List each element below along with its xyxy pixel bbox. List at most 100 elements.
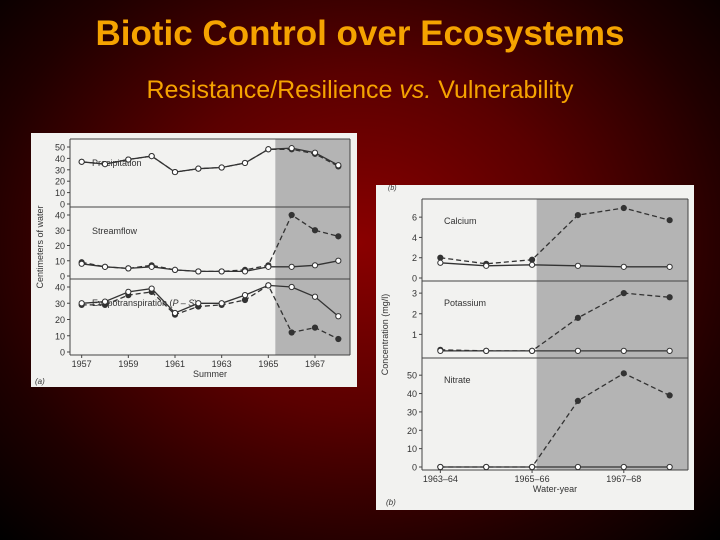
chart-a-series-dashed-line: [81, 284, 339, 340]
chart-b-point-filled: [620, 204, 627, 212]
chart-b-point-open: [437, 259, 444, 266]
chart-a-y-tick-label: 0: [60, 348, 65, 358]
chart-b-y-tick-label: 40: [407, 389, 417, 399]
chart-b-point-open: [483, 347, 490, 354]
chart-b-point-open: [574, 347, 582, 354]
chart-a-x-tick-label: 1961: [165, 359, 185, 369]
chart-a-point-open: [148, 153, 155, 160]
chart-a-y-axis-label: Centimeters of water: [35, 205, 45, 288]
chart-a-shaded-region: [275, 139, 350, 355]
chart-a-point-open: [171, 168, 179, 176]
chart-a-point-filled: [311, 324, 319, 331]
chart-a-point-open: [78, 158, 85, 165]
chart-a-point-open: [265, 282, 272, 289]
chart-a-point-open: [125, 288, 132, 295]
chart-a-y-tick-label: 40: [55, 211, 65, 221]
chart-a-panel-label: (a): [35, 377, 45, 386]
chart-b-x-tick-label: 1965–66: [515, 474, 550, 484]
chart-b-point-open: [483, 262, 490, 269]
chart-a-point-open: [265, 146, 272, 153]
chart-a-point-filled: [288, 211, 295, 219]
chart-b-point-open: [620, 263, 627, 270]
chart-a-point-open: [171, 266, 179, 273]
chart-b-y-tick-label: 6: [412, 213, 417, 223]
chart-a-series-solid-line: [81, 147, 339, 173]
chart-b-point-open: [620, 347, 627, 354]
chart-a-point-open: [311, 293, 319, 300]
chart-a-x-tick-label: 1959: [118, 359, 138, 369]
chart-a-subplot-label: Precipitation: [92, 158, 142, 168]
chart-a-y-tick-label: 30: [55, 165, 65, 175]
chart-panel-b: 0 2 4 6 Calcium 1 2 3 Potassium 0 10 20 30 40 50 Nitrat…: [376, 185, 694, 510]
chart-a-x-tick-label: 1967: [305, 359, 325, 369]
chart-a-subplot-label: Streamflow: [92, 226, 138, 236]
chart-a-point-open: [241, 268, 249, 275]
chart-a-y-tick-label: 10: [55, 188, 65, 198]
chart-b-panel-label: (b): [386, 498, 396, 507]
chart-b-y-tick-label: 10: [407, 444, 417, 454]
chart-b-y-axis-label: Concentration (mg/l): [380, 294, 390, 376]
chart-a-point-open: [101, 161, 109, 168]
chart-a-point-open: [148, 285, 155, 292]
chart-b-point-filled: [620, 290, 627, 297]
chart-b-subplot-label: Nitrate: [444, 375, 471, 385]
chart-b-point-open: [666, 463, 673, 471]
chart-a-point-open: [125, 265, 132, 272]
chart-b-point-open: [574, 262, 582, 269]
chart-b-point-open: [666, 347, 673, 354]
subtitle-vs: vs.: [399, 76, 432, 104]
chart-b-point-filled: [666, 217, 673, 224]
subtitle-part-2: Vulnerability: [438, 76, 574, 104]
chart-a-point-open: [335, 162, 342, 169]
chart-b-svg: 0 2 4 6 Calcium 1 2 3 Potassium 0 10 20 30 40 50 Nitrat…: [380, 185, 689, 507]
chart-a-point-open: [311, 149, 319, 156]
chart-a-point-open: [218, 300, 225, 307]
chart-a-y-tick-label: 0: [60, 200, 65, 210]
chart-a-point-open: [171, 309, 179, 317]
chart-b-series-solid-line: [440, 262, 670, 268]
chart-b-point-filled: [574, 212, 582, 219]
chart-a-point-open: [288, 263, 295, 270]
chart-a-point-open: [195, 268, 202, 275]
chart-b-point-filled: [666, 294, 673, 301]
chart-b-subplot-label: Calcium: [444, 216, 477, 226]
chart-b-point-open: [528, 261, 536, 268]
chart-b-point-filled: [574, 397, 582, 404]
chart-a-y-tick-label: 30: [55, 226, 65, 236]
chart-a-point-open: [288, 283, 295, 291]
chart-b-y-tick-label: 30: [407, 407, 417, 417]
chart-a-point-open: [101, 263, 109, 270]
chart-b-panel-label-top: (b): [388, 185, 397, 192]
chart-a-y-tick-label: 10: [55, 331, 65, 341]
chart-panel-a: 0 10 20 30 40 50 Precipitation 0 10 20 30 40 Streamf…: [31, 133, 357, 387]
chart-a-point-filled: [335, 335, 342, 343]
chart-b-point-open: [528, 347, 536, 354]
chart-a-x-axis-label: Summer: [193, 369, 227, 379]
chart-a-point-open: [195, 300, 202, 307]
chart-a-point-open: [311, 262, 319, 269]
chart-a-point-open: [241, 159, 249, 167]
chart-a-series-solid-line: [81, 284, 339, 317]
chart-b-point-open: [574, 463, 582, 471]
chart-a-point-filled: [311, 227, 319, 234]
chart-a-y-tick-label: 30: [55, 299, 65, 309]
chart-b-y-tick-label: 3: [412, 289, 417, 299]
chart-a-y-tick-label: 40: [55, 154, 65, 164]
chart-b-y-tick-label: 0: [412, 274, 417, 284]
chart-b-y-tick-label: 2: [412, 309, 417, 319]
chart-a-point-filled: [288, 329, 295, 336]
chart-b-series-dashed-line: [440, 372, 670, 468]
chart-a-point-open: [241, 292, 249, 299]
chart-b-y-tick-label: 1: [412, 330, 417, 340]
chart-a-x-tick-label: 1965: [258, 359, 278, 369]
chart-a-y-tick-label: 20: [55, 241, 65, 251]
chart-a-point-open: [78, 260, 85, 267]
chart-a-point-open: [125, 156, 132, 163]
chart-a-y-tick-label: 50: [55, 143, 65, 153]
chart-b-point-open: [666, 263, 673, 270]
chart-b-point-filled: [620, 370, 627, 377]
chart-a-y-tick-label: 0: [60, 272, 65, 282]
chart-a-point-open: [265, 263, 272, 270]
slide-title: Biotic Control over Ecosystems: [95, 14, 625, 53]
chart-a-point-open: [335, 257, 342, 264]
